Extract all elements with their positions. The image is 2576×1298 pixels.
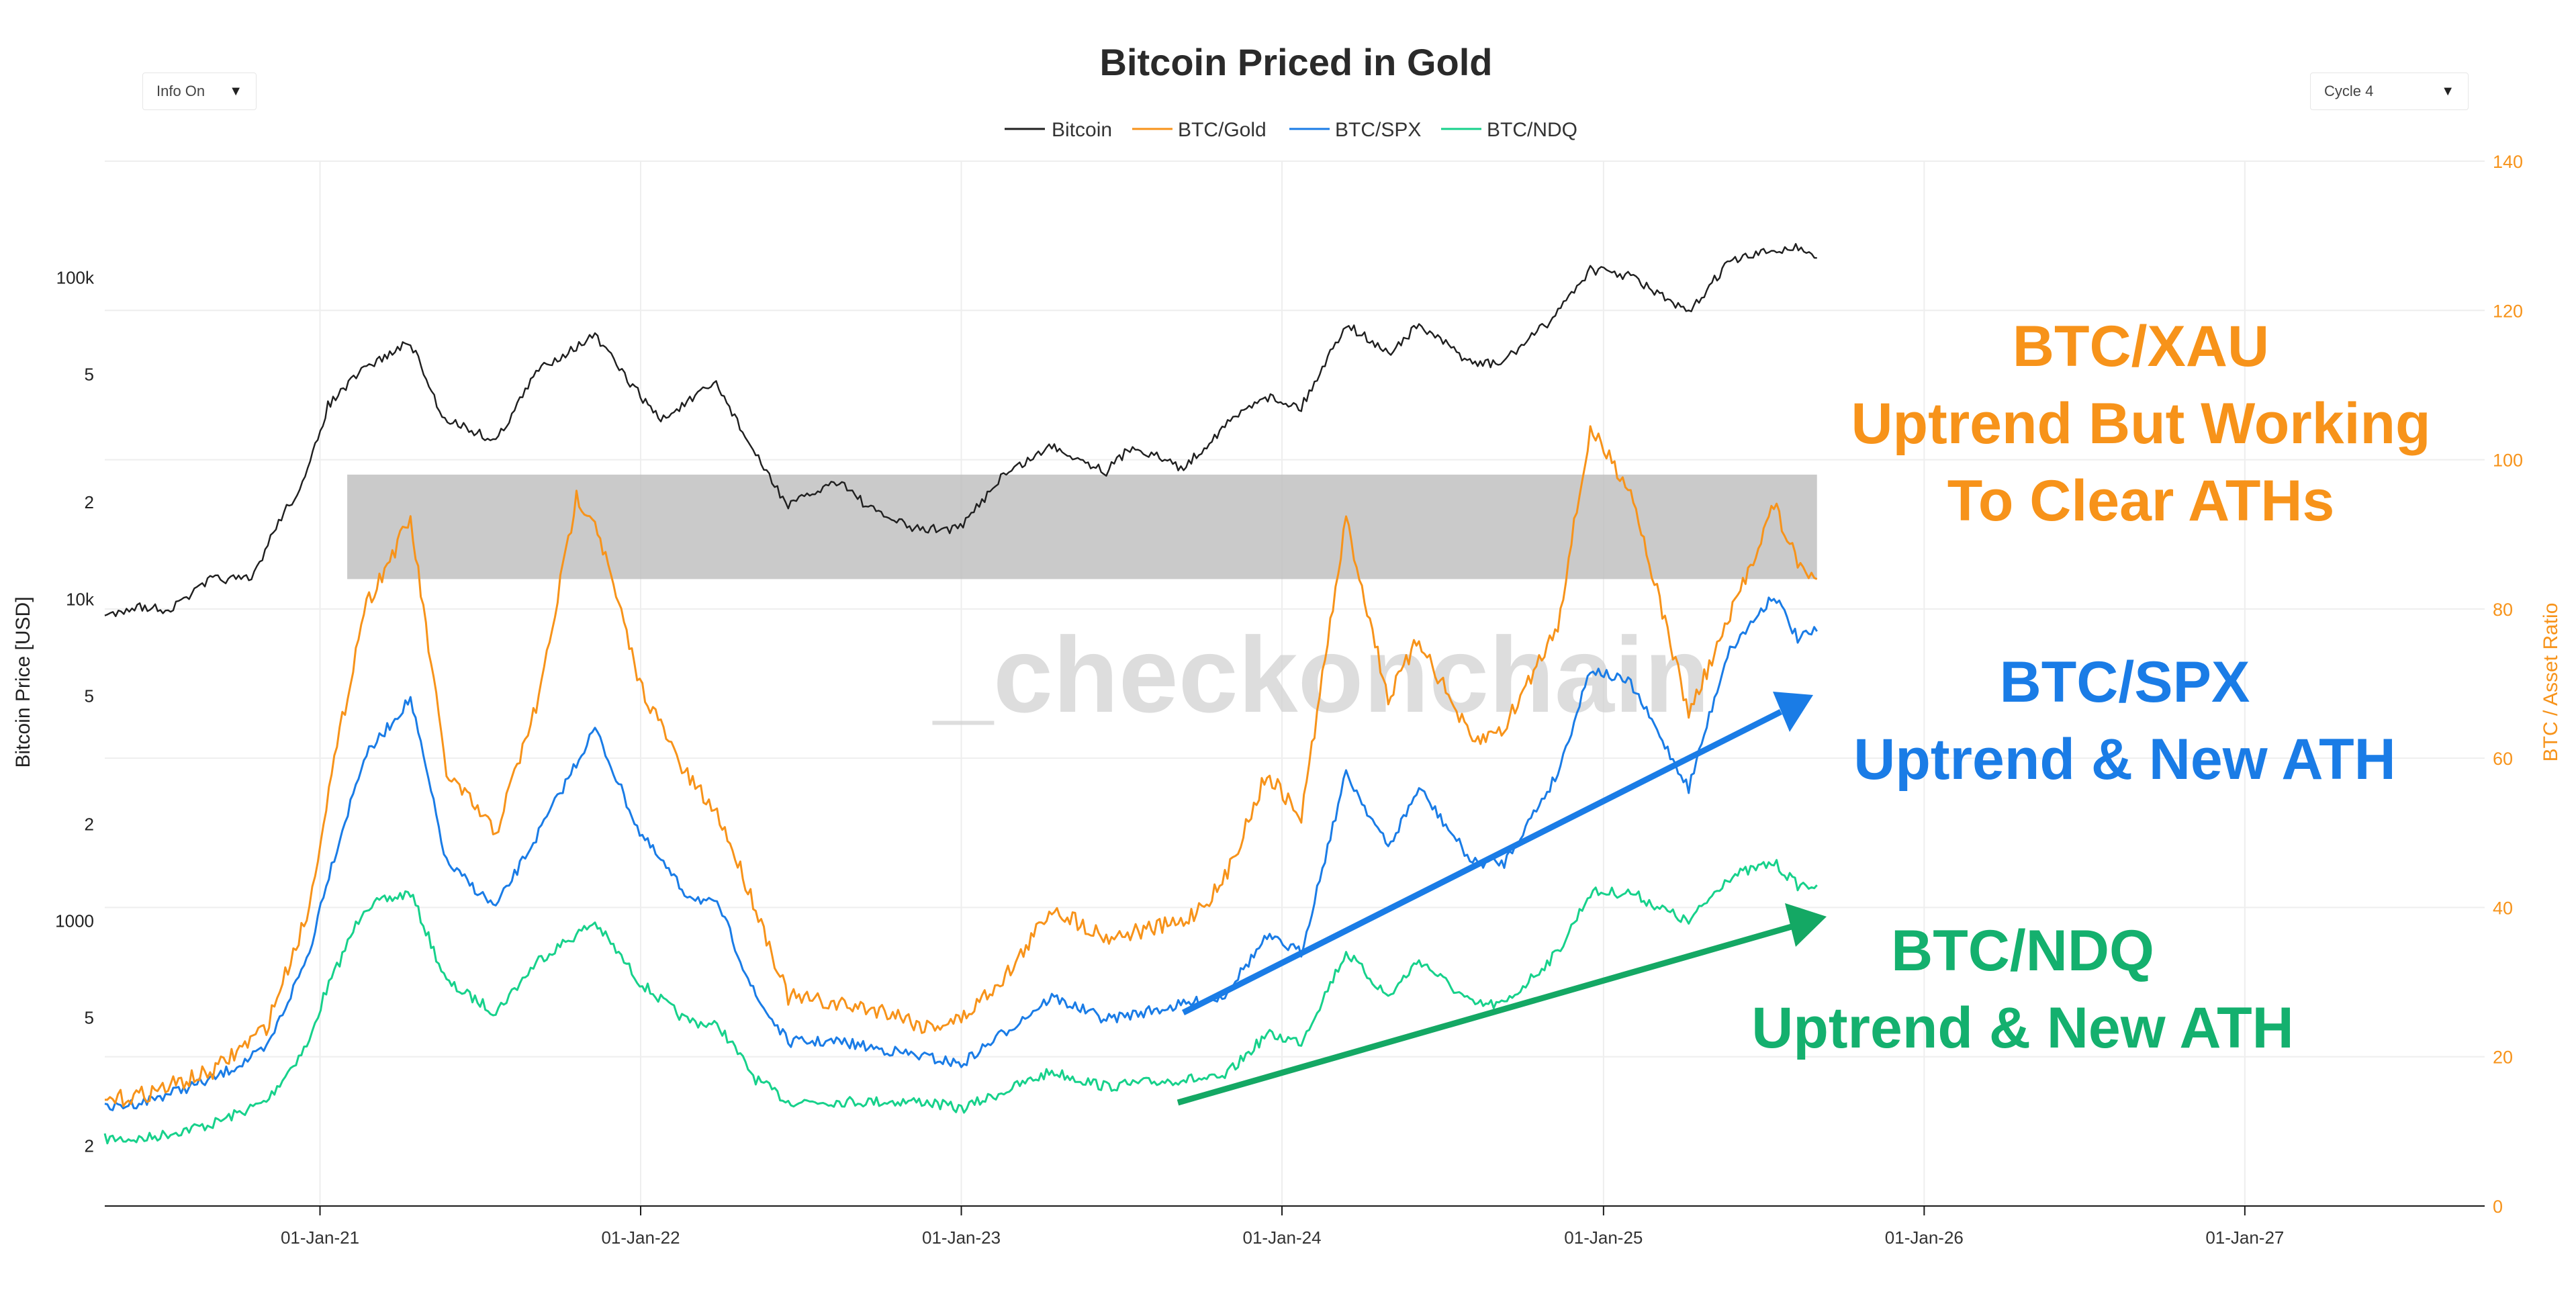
y-tick-label: 10k (66, 589, 95, 609)
spx-trend-arrow (1181, 692, 1813, 1016)
annotation-xau-line-1: BTC/XAU (2013, 314, 2269, 379)
y-tick-label: 2 (85, 1135, 94, 1156)
legend: Bitcoin BTC/Gold BTC/SPX BTC/NDQ (1005, 119, 1577, 141)
chart-title: Bitcoin Priced in Gold (1100, 41, 1493, 83)
legend-item-bitcoin[interactable]: Bitcoin (1005, 119, 1112, 141)
y2-tick-label: 0 (2493, 1197, 2503, 1217)
info-dropdown[interactable]: Info On ▼ (142, 73, 257, 110)
watermark: _checkonchain (932, 614, 1710, 735)
annotation-ndq-line-2: Uptrend & New ATH (1751, 996, 2293, 1060)
annotation-xau-line-3: To Clear ATHs (1947, 469, 2335, 533)
y2-axis-label: BTC / Asset Ratio (2540, 603, 2562, 762)
x-axis: 01-Jan-21 01-Jan-22 01-Jan-23 01-Jan-24 01-J… (281, 1206, 2284, 1248)
series-line-btc-gold (105, 425, 1818, 1107)
y2-tick-label: 20 (2493, 1048, 2513, 1068)
y2-tick-label: 120 (2493, 301, 2523, 321)
y2-tick-label: 40 (2493, 898, 2513, 918)
x-tick-label: 01-Jan-21 (281, 1227, 359, 1248)
y-axis-label: Bitcoin Price [USD] (12, 596, 34, 768)
legend-label-btc-ndq: BTC/NDQ (1487, 119, 1577, 141)
series-line-bitcoin (104, 242, 1817, 617)
info-dropdown-value: Info On (156, 83, 205, 99)
y2-tick-label: 100 (2493, 451, 2523, 471)
x-tick-label: 01-Jan-23 (922, 1227, 1001, 1248)
y2-tick-label: 60 (2493, 749, 2513, 769)
legend-item-btc-spx[interactable]: BTC/SPX (1289, 119, 1421, 141)
legend-item-btc-gold[interactable]: BTC/Gold (1132, 119, 1267, 141)
series-line-btc-spx (104, 596, 1818, 1111)
chevron-down-icon: ▼ (229, 83, 242, 99)
spx-arrow-shaft (1181, 708, 1783, 1016)
x-tick-label: 01-Jan-26 (1885, 1227, 1964, 1248)
y-axis-right: 0 20 40 60 80 100 120 140 (2493, 152, 2523, 1217)
cycle-dropdown-value: Cycle 4 (2324, 83, 2374, 99)
y2-tick-label: 140 (2493, 152, 2523, 172)
annotation-spx-line-1: BTC/SPX (2000, 650, 2250, 714)
series-layer (103, 242, 1818, 1145)
y2-tick-label: 80 (2493, 600, 2513, 620)
annotation-ndq: BTC/NDQ Uptrend & New ATH (1751, 919, 2293, 1060)
cycle-dropdown[interactable]: Cycle 4 ▼ (2310, 73, 2469, 110)
chevron-down-icon: ▼ (2441, 83, 2454, 99)
legend-label-btc-spx: BTC/SPX (1335, 119, 1421, 141)
annotation-xau-line-2: Uptrend But Working (1851, 391, 2430, 456)
legend-item-btc-ndq[interactable]: BTC/NDQ (1441, 119, 1577, 141)
x-tick-label: 01-Jan-25 (1564, 1227, 1643, 1248)
x-tick-label: 01-Jan-22 (601, 1227, 680, 1248)
series-line-btc-ndq (103, 859, 1818, 1145)
ndq-arrow-head (1785, 903, 1827, 947)
spx-arrow-head (1773, 692, 1813, 732)
annotation-spx: BTC/SPX Uptrend & New ATH (1853, 650, 2395, 792)
annotation-xau: BTC/XAU Uptrend But Working To Clear ATH… (1851, 314, 2430, 533)
y-tick-label: 2 (85, 814, 94, 834)
y-tick-label: 2 (85, 492, 94, 512)
x-tick-label: 01-Jan-24 (1242, 1227, 1321, 1248)
x-tick-label: 01-Jan-27 (2205, 1227, 2284, 1248)
y-tick-label: 1000 (55, 911, 94, 931)
ndq-trend-arrow (1177, 903, 1827, 1106)
y-axis-left: 2 5 1000 2 5 10k 2 5 100k (55, 267, 95, 1156)
resistance-band (347, 474, 1817, 580)
annotation-ndq-line-1: BTC/NDQ (1891, 919, 2154, 983)
y-tick-label: 5 (85, 365, 94, 385)
legend-label-btc-gold: BTC/Gold (1178, 119, 1267, 141)
annotation-spx-line-2: Uptrend & New ATH (1853, 727, 2395, 792)
y-tick-label: 100k (56, 267, 95, 287)
legend-label-bitcoin: Bitcoin (1052, 119, 1112, 141)
ndq-arrow-shaft (1177, 923, 1793, 1106)
y-tick-label: 5 (85, 686, 94, 706)
y-tick-label: 5 (85, 1008, 94, 1028)
